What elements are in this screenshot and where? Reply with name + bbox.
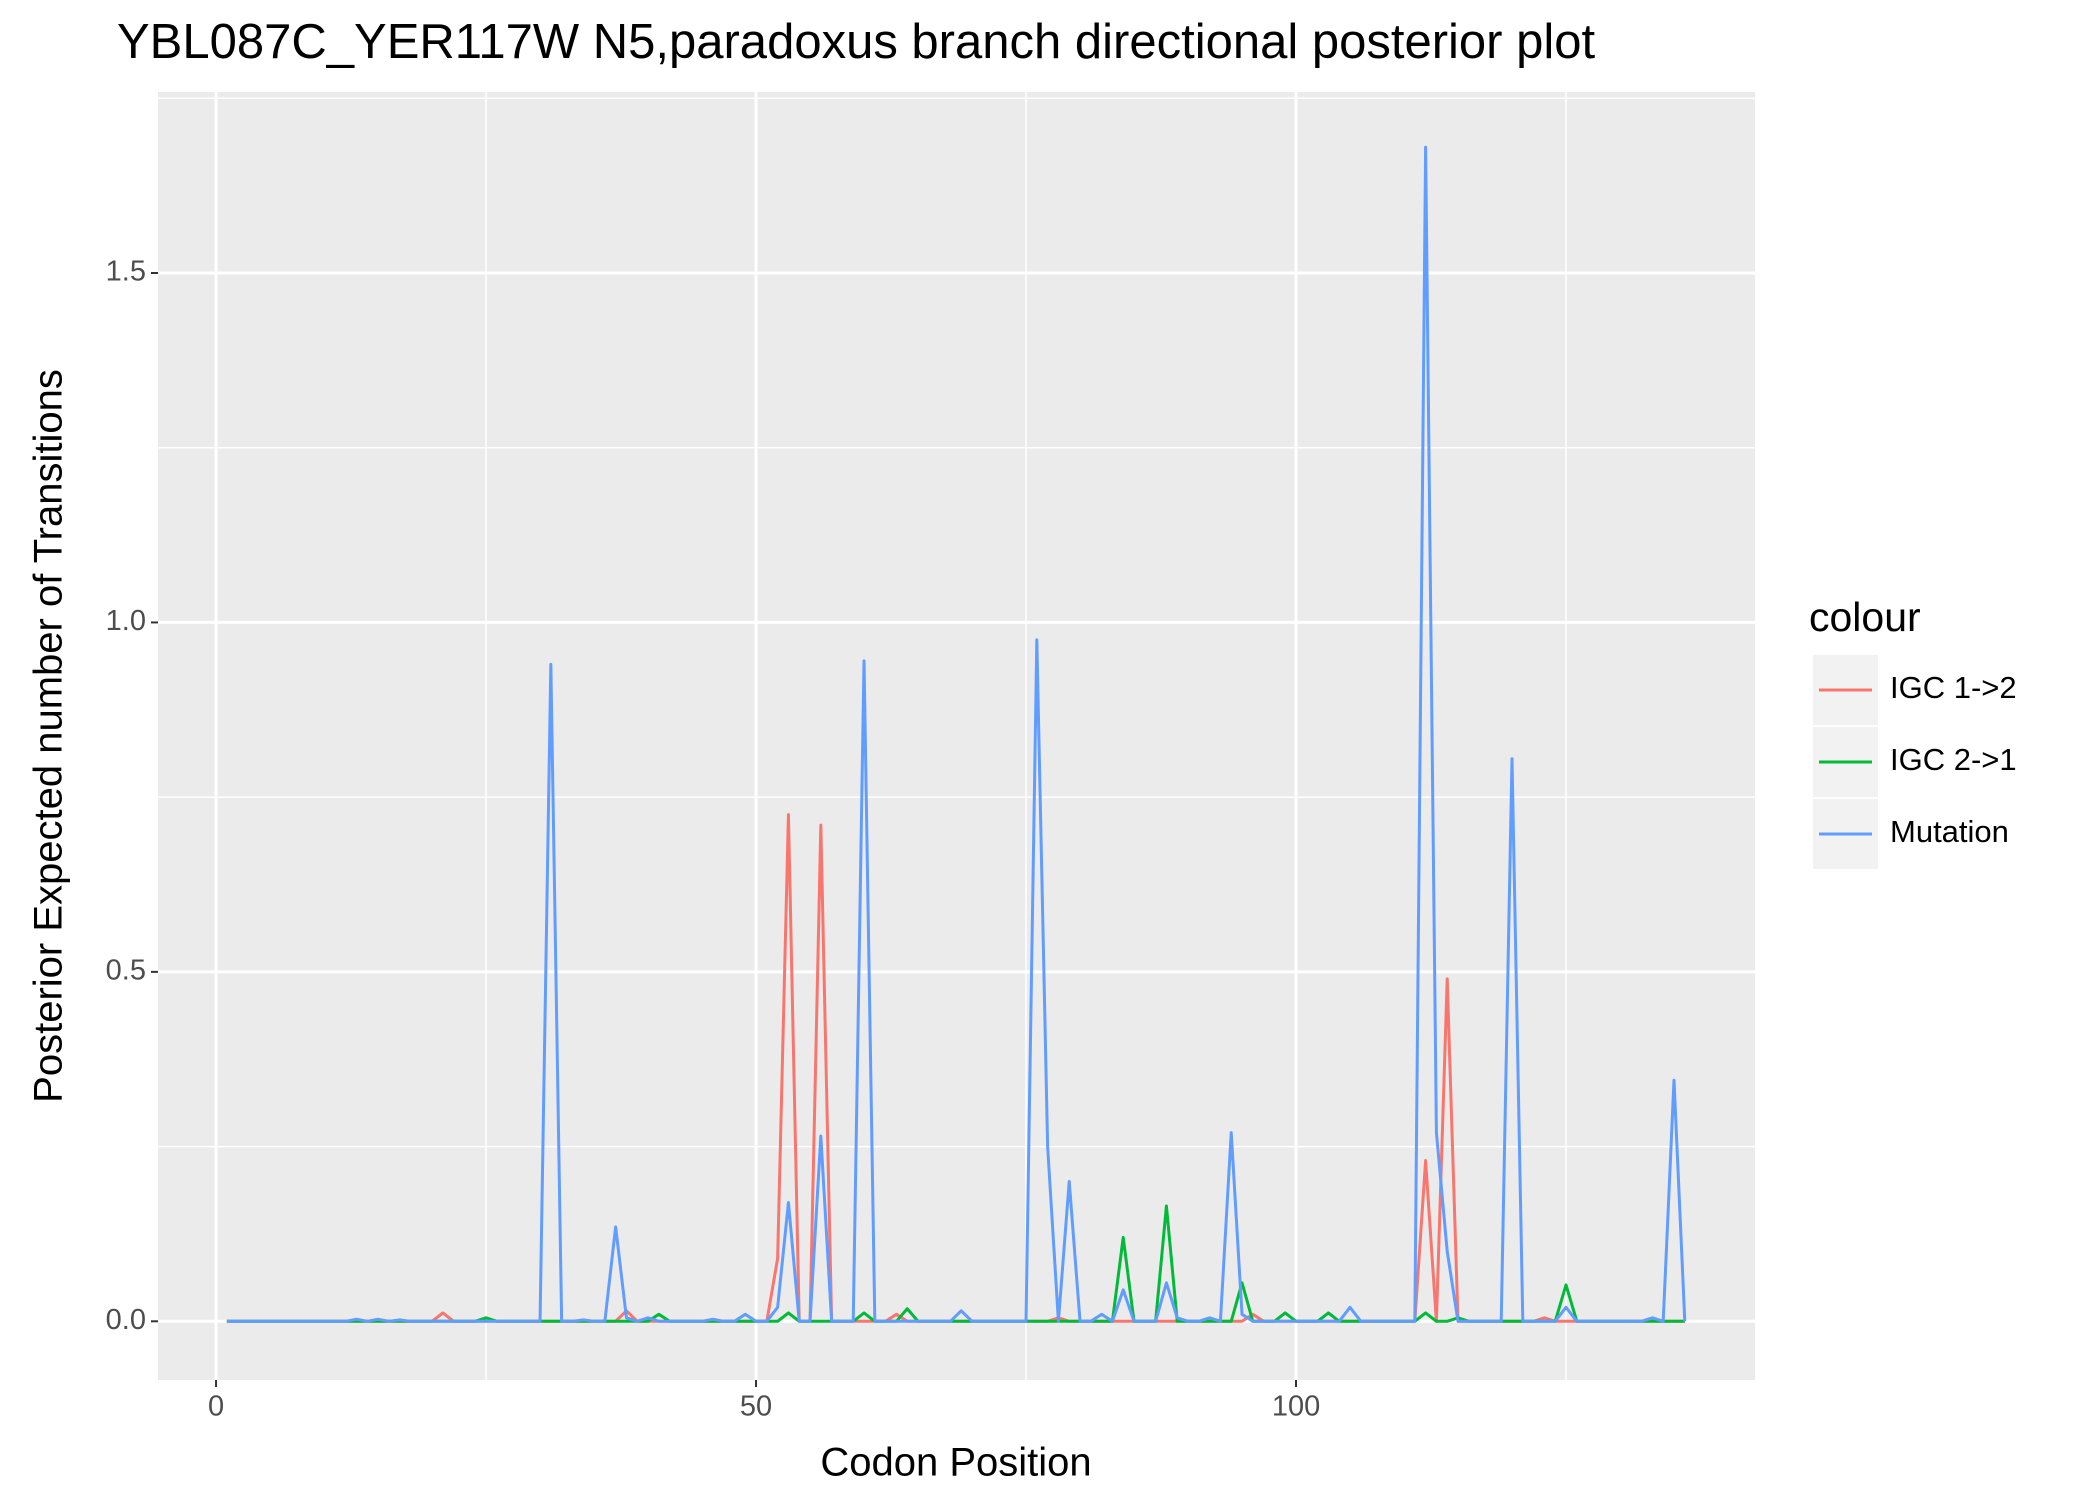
series-line	[226, 145, 1687, 1323]
legend-title: colour	[1809, 594, 1921, 640]
y-tick-label: 1.0	[106, 605, 146, 637]
x-tick-label: 100	[1272, 1391, 1320, 1423]
x-axis-title: Codon Position	[820, 1441, 1091, 1485]
axes: 0.0 0.5 1.0 1.5 0 50 100	[106, 256, 1321, 1423]
x-tick-label: 50	[740, 1391, 772, 1423]
legend-label: IGC 2->1	[1890, 742, 2017, 777]
x-tick-label: 0	[208, 1391, 224, 1423]
legend-label: IGC 1->2	[1890, 670, 2017, 705]
y-tick-label: 0.5	[106, 955, 146, 987]
lines	[226, 145, 1687, 1323]
grid	[158, 92, 1755, 1380]
legend-label: Mutation	[1890, 814, 2009, 849]
plot-panel	[158, 92, 1755, 1380]
chart-title: YBL087C_YER117W N5,paradoxus branch dire…	[117, 15, 1595, 69]
y-axis-title: Posterior Expected number of Transitions	[27, 369, 71, 1103]
legend: colour IGC 1->2 IGC 2->1 Mutation	[1809, 594, 2017, 869]
y-tick-label: 0.0	[106, 1304, 146, 1336]
y-tick-label: 1.5	[106, 256, 146, 288]
